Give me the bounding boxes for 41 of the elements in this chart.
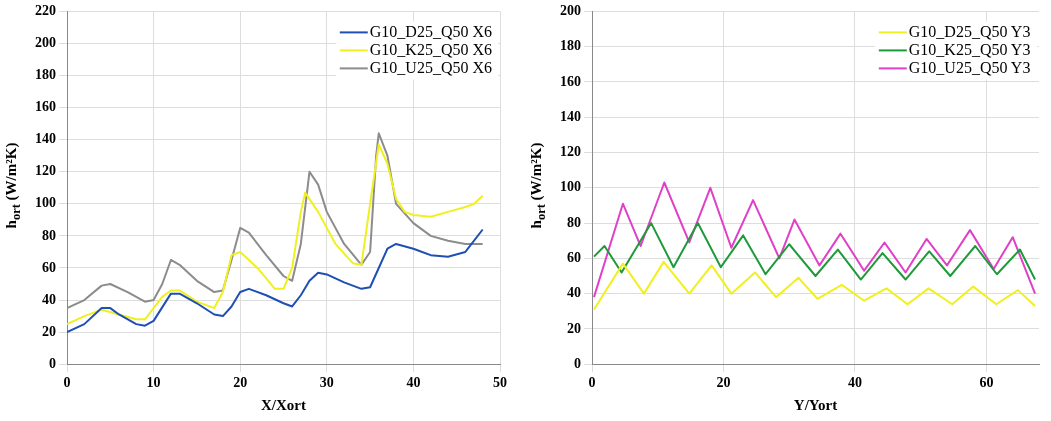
y-tick-label: 40 (42, 291, 56, 307)
y-tick-label: 200 (35, 35, 56, 51)
y-tick-label: 160 (35, 99, 56, 115)
y-tick-label: 120 (35, 163, 56, 179)
legend-label: G10_K25_Q50 X6 (369, 40, 492, 58)
y-tick-label: 0 (574, 355, 581, 371)
legend-label: G10_U25_Q50 Y3 (908, 58, 1031, 76)
legend-label: G10_U25_Q50 X6 (369, 58, 492, 76)
y-tick-label: 80 (42, 227, 56, 243)
y-tick-label: 60 (42, 259, 56, 275)
x-tick-label: 30 (319, 375, 334, 391)
x-axis-title: X/Xort (261, 396, 306, 413)
x-tick-label: 0 (63, 375, 71, 391)
x-tick-label: 40 (847, 375, 862, 391)
x-tick-label: 0 (588, 375, 596, 391)
legend-label: G10_K25_Q50 Y3 (908, 40, 1031, 58)
x-tick-label: 10 (146, 375, 161, 391)
x-tick-label: 50 (493, 375, 507, 391)
y-tick-label: 140 (560, 108, 581, 124)
y-tick-label: 20 (42, 323, 56, 339)
y-tick-label: 0 (49, 355, 56, 371)
y-tick-label: 120 (560, 144, 581, 160)
y-tick-label: 160 (560, 73, 581, 89)
y-tick-label: 100 (560, 179, 581, 195)
legend-label: G10_D25_Q50 X6 (369, 22, 492, 40)
x-tick-label: 40 (406, 375, 421, 391)
y-tick-label: 100 (35, 195, 56, 211)
y-tick-label: 40 (567, 285, 581, 301)
x-axis-title: Y/Yort (793, 396, 838, 413)
y-tick-label: 80 (567, 214, 581, 230)
y-tick-label: 180 (35, 67, 56, 83)
x-tick-label: 60 (979, 375, 994, 391)
y-tick-label: 180 (560, 38, 581, 54)
y-tick-label: 60 (567, 249, 581, 265)
y-tick-label: 200 (560, 3, 581, 19)
y-tick-label: 20 (567, 320, 581, 336)
y-tick-label: 140 (35, 131, 56, 147)
y-tick-label: 220 (35, 3, 56, 19)
legend-label: G10_D25_Q50 Y3 (908, 22, 1031, 40)
x-tick-label: 20 (233, 375, 248, 391)
x-tick-label: 20 (716, 375, 731, 391)
